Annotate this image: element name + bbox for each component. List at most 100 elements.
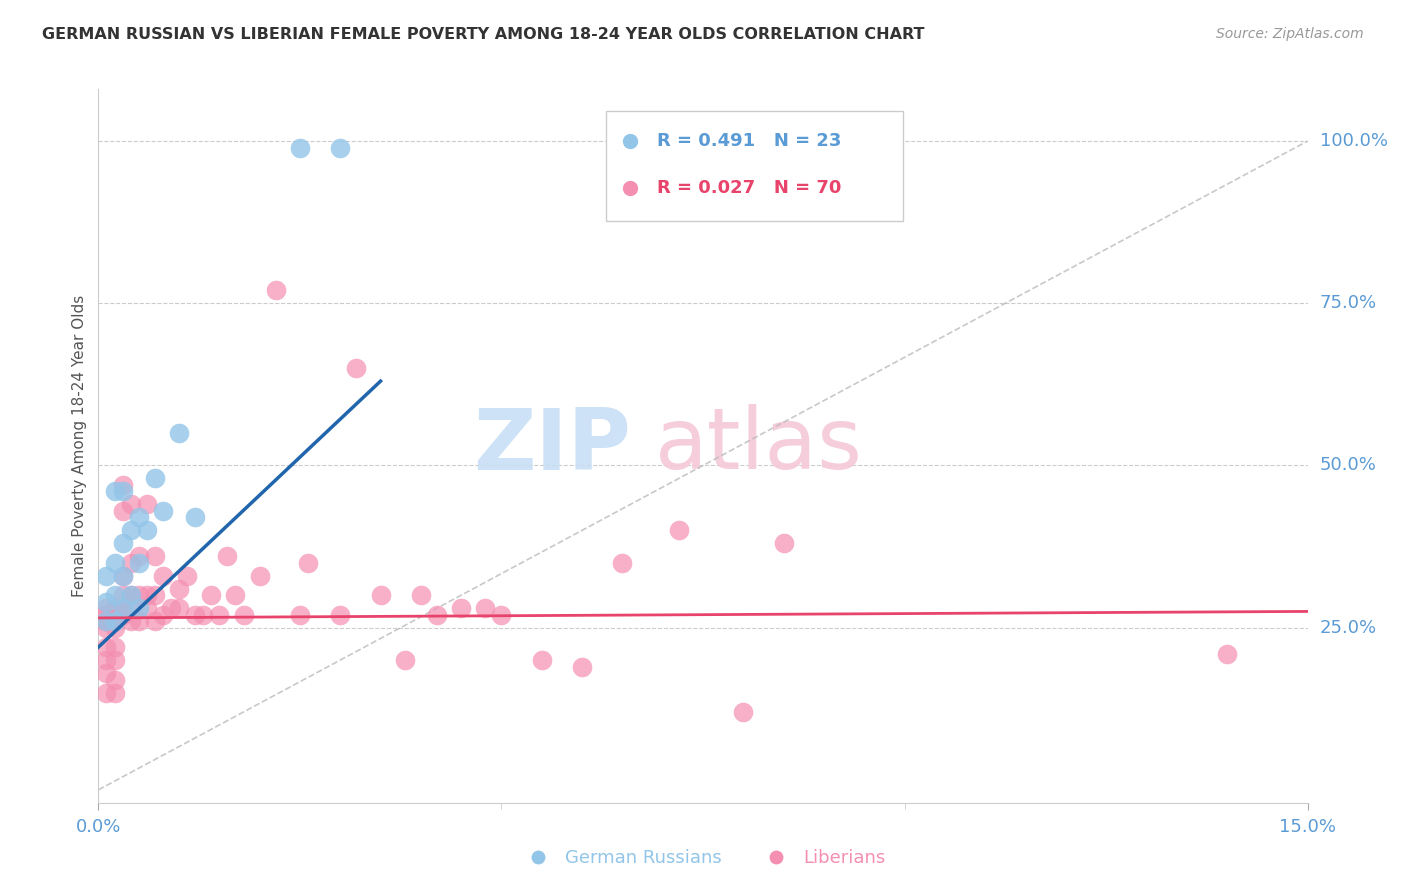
Point bbox=[394, 653, 416, 667]
Point bbox=[96, 607, 118, 622]
Point bbox=[103, 601, 125, 615]
Point bbox=[103, 484, 125, 499]
Point bbox=[491, 607, 513, 622]
Point bbox=[111, 504, 134, 518]
Text: R = 0.027   N = 70: R = 0.027 N = 70 bbox=[657, 178, 841, 196]
Point bbox=[103, 607, 125, 622]
Point bbox=[128, 601, 150, 615]
Point bbox=[167, 582, 190, 596]
Point bbox=[668, 524, 690, 538]
Point bbox=[135, 524, 157, 538]
Point bbox=[103, 556, 125, 570]
Point bbox=[103, 588, 125, 602]
Point bbox=[288, 140, 311, 154]
Point bbox=[288, 607, 311, 622]
Point bbox=[96, 568, 118, 582]
Point bbox=[143, 588, 166, 602]
Point bbox=[249, 568, 271, 582]
Point bbox=[208, 607, 231, 622]
Text: 75.0%: 75.0% bbox=[1320, 294, 1376, 312]
Point bbox=[120, 497, 142, 511]
Point bbox=[96, 614, 118, 628]
Point bbox=[111, 601, 134, 615]
Point bbox=[96, 595, 118, 609]
Point bbox=[329, 607, 352, 622]
Point bbox=[103, 621, 125, 635]
Point bbox=[297, 556, 319, 570]
Text: Source: ZipAtlas.com: Source: ZipAtlas.com bbox=[1216, 27, 1364, 41]
Point bbox=[152, 504, 174, 518]
Point bbox=[184, 510, 207, 524]
Point bbox=[530, 653, 553, 667]
Point bbox=[128, 510, 150, 524]
Point bbox=[96, 614, 118, 628]
Point bbox=[571, 659, 593, 673]
Point bbox=[772, 536, 794, 550]
Point bbox=[96, 653, 118, 667]
Point bbox=[152, 607, 174, 622]
Point bbox=[426, 607, 449, 622]
Point bbox=[143, 471, 166, 485]
Point bbox=[217, 549, 239, 564]
Point bbox=[111, 568, 134, 582]
Point bbox=[103, 653, 125, 667]
Point bbox=[120, 524, 142, 538]
Point bbox=[176, 568, 198, 582]
Point bbox=[128, 588, 150, 602]
Point bbox=[111, 568, 134, 582]
Point bbox=[96, 640, 118, 654]
Point bbox=[96, 601, 118, 615]
Point bbox=[612, 556, 634, 570]
Point bbox=[370, 588, 392, 602]
Text: ZIP: ZIP bbox=[472, 404, 630, 488]
Point bbox=[128, 556, 150, 570]
Point bbox=[450, 601, 472, 615]
Point bbox=[200, 588, 222, 602]
Point bbox=[120, 556, 142, 570]
Point bbox=[167, 601, 190, 615]
Point bbox=[160, 601, 183, 615]
Legend: German Russians, Liberians: German Russians, Liberians bbox=[513, 842, 893, 874]
Text: R = 0.491   N = 23: R = 0.491 N = 23 bbox=[657, 132, 841, 150]
Point bbox=[96, 621, 118, 635]
Point bbox=[111, 536, 134, 550]
Point bbox=[152, 568, 174, 582]
FancyBboxPatch shape bbox=[606, 111, 903, 221]
Point bbox=[103, 685, 125, 699]
Point bbox=[232, 607, 254, 622]
Point bbox=[128, 614, 150, 628]
Point bbox=[120, 588, 142, 602]
Point bbox=[103, 614, 125, 628]
Text: 25.0%: 25.0% bbox=[1320, 619, 1376, 637]
Text: atlas: atlas bbox=[655, 404, 863, 488]
Point bbox=[474, 601, 496, 615]
Point bbox=[143, 614, 166, 628]
Point bbox=[135, 497, 157, 511]
Point bbox=[103, 614, 125, 628]
Point bbox=[167, 425, 190, 440]
Point bbox=[733, 705, 755, 719]
Point bbox=[1216, 647, 1239, 661]
Point bbox=[128, 549, 150, 564]
Point bbox=[344, 361, 367, 376]
Text: 100.0%: 100.0% bbox=[1320, 132, 1388, 150]
Point bbox=[96, 614, 118, 628]
Point bbox=[111, 588, 134, 602]
Point bbox=[135, 601, 157, 615]
Point bbox=[120, 614, 142, 628]
Y-axis label: Female Poverty Among 18-24 Year Olds: Female Poverty Among 18-24 Year Olds bbox=[72, 295, 87, 597]
Point bbox=[96, 666, 118, 681]
Point bbox=[111, 601, 134, 615]
Point bbox=[103, 640, 125, 654]
Point bbox=[224, 588, 246, 602]
Text: GERMAN RUSSIAN VS LIBERIAN FEMALE POVERTY AMONG 18-24 YEAR OLDS CORRELATION CHAR: GERMAN RUSSIAN VS LIBERIAN FEMALE POVERT… bbox=[42, 27, 925, 42]
Point bbox=[111, 478, 134, 492]
Point bbox=[409, 588, 432, 602]
Point bbox=[329, 140, 352, 154]
Point bbox=[193, 607, 215, 622]
Point bbox=[143, 549, 166, 564]
Point bbox=[264, 283, 287, 297]
Point bbox=[111, 607, 134, 622]
Point bbox=[120, 601, 142, 615]
Point bbox=[135, 588, 157, 602]
